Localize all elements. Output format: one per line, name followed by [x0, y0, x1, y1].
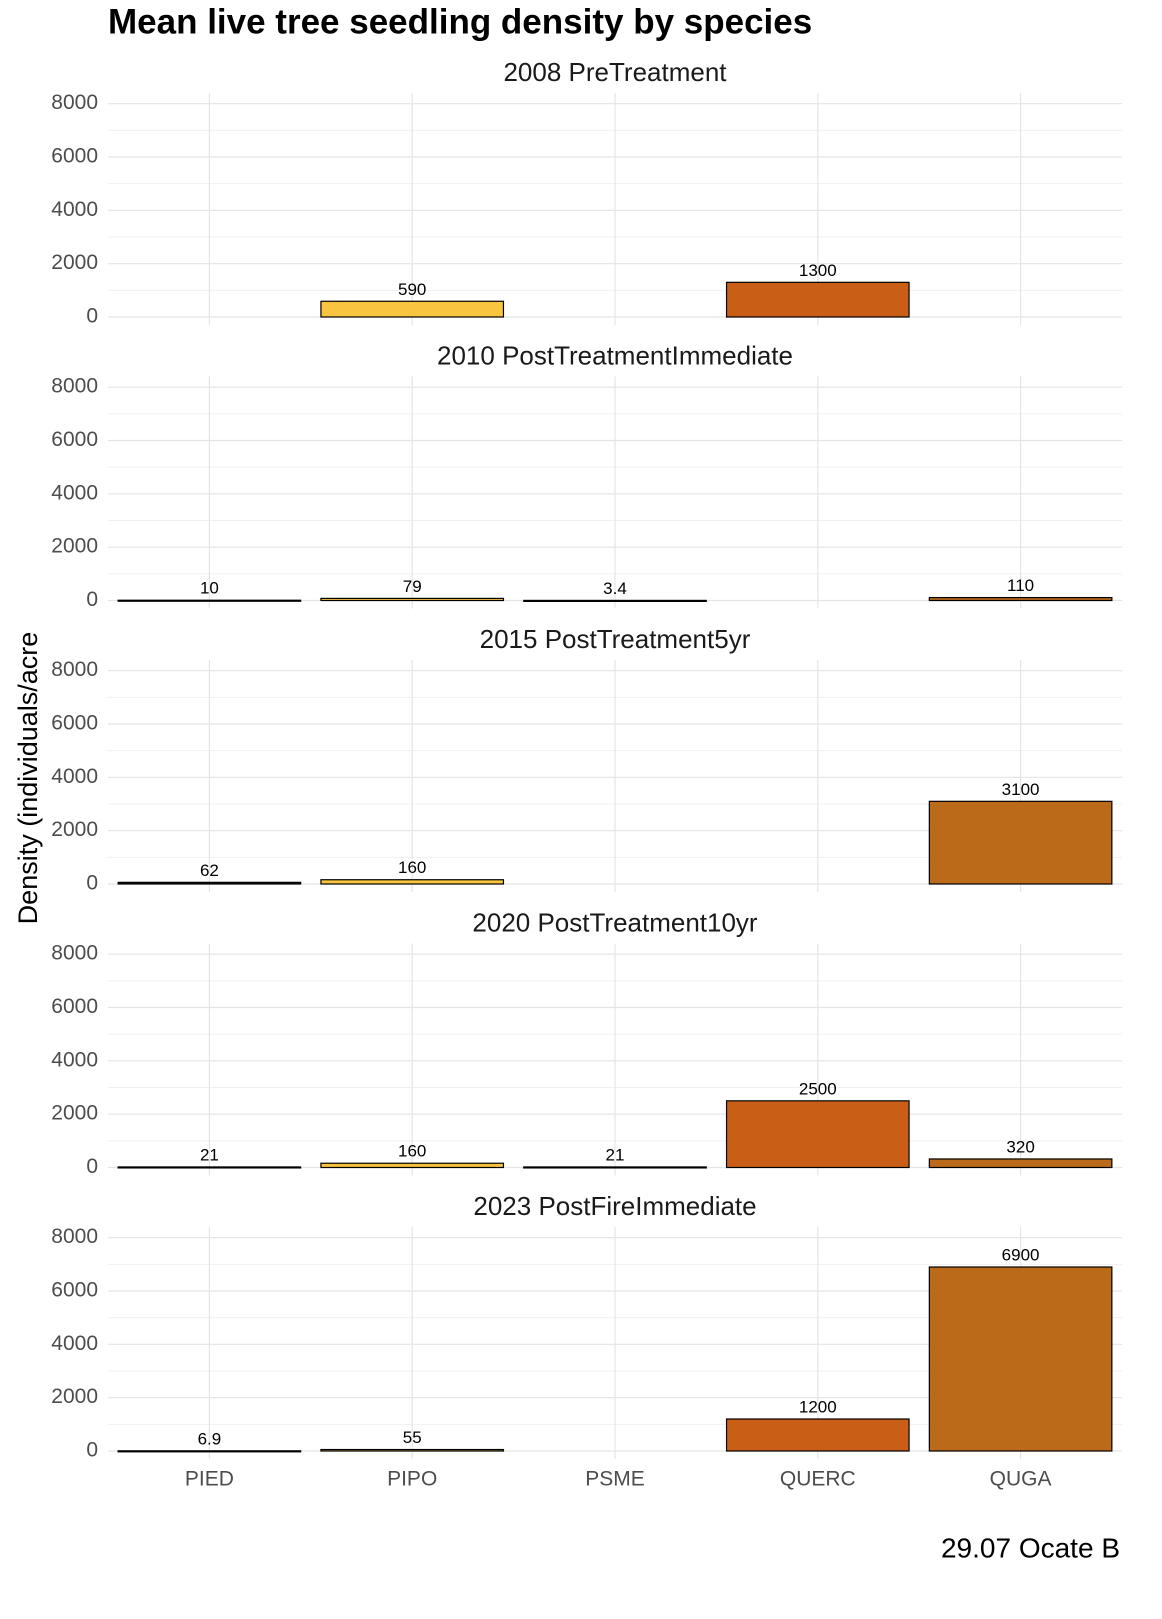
y-tick-label: 2000 [51, 251, 98, 274]
y-tick-label: 8000 [51, 658, 98, 681]
facet-title: 2008 PreTreatment [503, 57, 727, 87]
facet-title: 2015 PostTreatment5yr [480, 624, 751, 654]
value-label: 6900 [1002, 1245, 1040, 1264]
bar [117, 1450, 302, 1453]
y-tick-label: 0 [86, 588, 98, 611]
bar [928, 1266, 1113, 1452]
y-tick-label: 6000 [51, 428, 98, 451]
bar [320, 1448, 505, 1452]
value-label: 21 [200, 1145, 219, 1164]
bar [523, 599, 707, 603]
y-tick-label: 4000 [51, 765, 98, 788]
bar [117, 881, 302, 885]
caption: 29.07 Ocate B [941, 1532, 1120, 1563]
value-label: 1300 [799, 261, 837, 280]
bar [725, 1100, 910, 1169]
value-label: 62 [200, 861, 219, 880]
x-tick-label: QUGA [990, 1468, 1052, 1491]
bar [320, 879, 505, 885]
y-tick-label: 8000 [51, 942, 98, 965]
y-tick-label: 6000 [51, 712, 98, 735]
y-tick-label: 0 [86, 1155, 98, 1178]
value-label: 21 [606, 1145, 625, 1164]
y-tick-label: 2000 [51, 1102, 98, 1125]
y-tick-label: 6000 [51, 995, 98, 1018]
y-tick-label: 2000 [51, 1385, 98, 1408]
y-tick-label: 8000 [51, 1225, 98, 1248]
y-tick-label: 6000 [51, 145, 98, 168]
value-label: 55 [403, 1428, 422, 1447]
x-tick-label: PIPO [387, 1468, 437, 1491]
value-label: 3100 [1002, 780, 1040, 799]
bar [117, 599, 302, 602]
x-tick-label: QUERC [780, 1468, 856, 1491]
x-tick-label: PSME [585, 1468, 645, 1491]
value-label: 10 [200, 579, 219, 598]
bar [523, 1166, 707, 1169]
bar [117, 1166, 302, 1169]
y-tick-label: 0 [86, 305, 98, 328]
facet-title: 2010 PostTreatmentImmediate [437, 340, 793, 370]
value-label: 320 [1006, 1137, 1034, 1156]
x-tick-label: PIED [185, 1468, 234, 1491]
bar [928, 800, 1113, 885]
value-label: 160 [398, 858, 426, 877]
value-label: 1200 [799, 1397, 837, 1416]
y-tick-label: 0 [86, 1439, 98, 1462]
y-tick-label: 4000 [51, 198, 98, 221]
value-label: 6.9 [198, 1429, 222, 1448]
y-tick-label: 2000 [51, 535, 98, 558]
y-tick-label: 8000 [51, 91, 98, 114]
facet-title: 2023 PostFireImmediate [473, 1191, 756, 1221]
y-axis-label: Density (individuals/acre [13, 632, 43, 925]
y-tick-label: 2000 [51, 818, 98, 841]
chart-title: Mean live tree seedling density by speci… [108, 2, 812, 41]
bar [725, 1418, 910, 1452]
value-label: 110 [1007, 576, 1034, 595]
value-label: 160 [398, 1142, 426, 1161]
y-tick-label: 4000 [51, 481, 98, 504]
y-tick-label: 0 [86, 872, 98, 895]
y-tick-label: 6000 [51, 1279, 98, 1302]
facet-title: 2020 PostTreatment10yr [472, 907, 758, 937]
bar [320, 597, 505, 602]
value-label: 79 [403, 577, 422, 596]
bar [320, 300, 505, 318]
y-tick-label: 8000 [51, 375, 98, 398]
bar [928, 596, 1113, 602]
bar [928, 1158, 1113, 1169]
bar [725, 281, 910, 318]
value-label: 2500 [799, 1079, 837, 1098]
bar [320, 1162, 505, 1169]
y-tick-label: 4000 [51, 1048, 98, 1071]
y-tick-label: 4000 [51, 1332, 98, 1355]
value-label: 590 [398, 280, 426, 299]
value-label: 3.4 [603, 579, 627, 598]
